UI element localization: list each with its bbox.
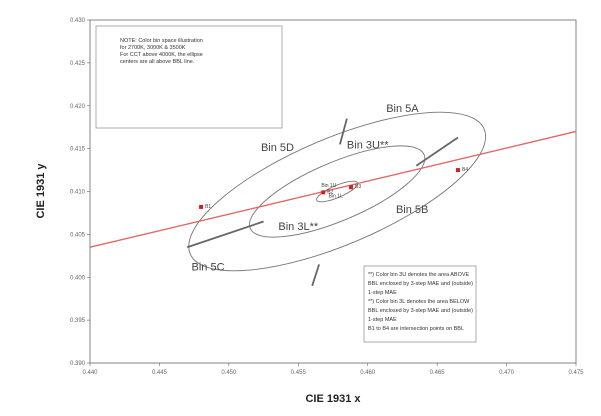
y-tick-label: 0.430 bbox=[70, 18, 86, 24]
y-tick-label: 0.390 bbox=[70, 361, 86, 367]
x-tick-label: 0.470 bbox=[499, 370, 515, 376]
x-axis-ticks: 0.440 0.445 0.450 0.455 0.460 0.465 0.470 0.475 bbox=[82, 363, 584, 376]
legend-line: BBL enclosed by 3-step MAE and (outside) bbox=[368, 308, 473, 314]
intersection-points: B1 B2 B3 B4 bbox=[199, 167, 468, 210]
x-axis-title: CIE 1931 x bbox=[305, 393, 361, 405]
x-tick-label: 0.445 bbox=[152, 370, 168, 376]
center-label: Bin 1L bbox=[329, 194, 343, 200]
x-tick-label: 0.460 bbox=[360, 370, 376, 376]
legend-line: 1-step MAE bbox=[368, 317, 397, 323]
ellipse-5-step bbox=[188, 111, 487, 272]
legend-line: **) Color bin 3U denotes the area ABOVE bbox=[368, 272, 470, 278]
note-line: for 2700K, 3000K & 3500K bbox=[120, 45, 186, 51]
note-line: For CCT above 4000K, the ellipse bbox=[120, 52, 203, 58]
note-line: centers are all above BBL line. bbox=[120, 59, 195, 65]
intersection-point-label: B3 bbox=[355, 184, 361, 190]
bin-dividers bbox=[186, 118, 459, 287]
y-tick-label: 0.420 bbox=[70, 104, 86, 110]
intersection-point bbox=[321, 190, 326, 195]
y-tick-label: 0.415 bbox=[70, 147, 86, 153]
center-label: Bin 1U bbox=[321, 183, 336, 189]
y-axis-title: CIE 1931 y bbox=[35, 163, 47, 219]
region-label: Bin 3U** bbox=[347, 140, 389, 152]
y-tick-label: 0.425 bbox=[70, 61, 86, 67]
bin-divider bbox=[311, 264, 320, 287]
intersection-point bbox=[349, 185, 354, 190]
bin-divider bbox=[186, 220, 264, 249]
bin-divider bbox=[339, 118, 348, 145]
region-label: Bin 3L** bbox=[278, 221, 318, 233]
legend-line: BBL enclosed by 3-step MAE and (outside) bbox=[368, 281, 473, 287]
region-label: Bin 5B bbox=[396, 204, 428, 216]
intersection-point-label: B4 bbox=[462, 167, 468, 173]
region-label: Bin 5A bbox=[386, 103, 419, 115]
legend-line: **) Color bin 3L denotes the area BELOW bbox=[368, 299, 470, 305]
x-tick-label: 0.440 bbox=[82, 370, 98, 376]
y-axis-ticks: 0.430 0.425 0.420 0.415 0.410 0.405 0.400 0.395… bbox=[70, 18, 90, 367]
note-box-frame bbox=[95, 25, 283, 129]
region-label: Bin 5D bbox=[261, 142, 294, 154]
y-tick-label: 0.400 bbox=[70, 275, 86, 281]
legend-line: 1-step MAE bbox=[368, 290, 397, 296]
intersection-point bbox=[199, 204, 204, 209]
region-label: Bin 5C bbox=[192, 261, 225, 273]
bbl-line-group bbox=[89, 130, 577, 248]
y-tick-label: 0.405 bbox=[70, 232, 86, 238]
x-tick-label: 0.450 bbox=[221, 370, 237, 376]
bin-divider bbox=[415, 136, 459, 167]
ellipse-3-step bbox=[249, 145, 426, 238]
y-tick-label: 0.395 bbox=[70, 318, 86, 324]
note-line: NOTE: Color bin space illustration bbox=[120, 38, 203, 44]
legend-box-frame bbox=[363, 265, 477, 343]
bbl-line bbox=[89, 130, 577, 248]
y-tick-label: 0.410 bbox=[70, 190, 86, 196]
intersection-point-label: B1 bbox=[205, 204, 211, 210]
x-tick-label: 0.475 bbox=[568, 370, 584, 376]
center-labels: Bin 1U Bin 1L bbox=[321, 183, 343, 199]
region-labels: Bin 5A Bin 5D Bin 3U** Bin 3L** Bin 5B Bin 5C bbox=[192, 103, 429, 274]
legend-line: B1 to B4 are intersection points on BBL bbox=[368, 326, 464, 332]
intersection-point-label: B2 bbox=[327, 189, 333, 195]
x-tick-label: 0.455 bbox=[291, 370, 307, 376]
x-tick-label: 0.465 bbox=[430, 370, 446, 376]
intersection-point bbox=[455, 168, 460, 173]
legend-box: **) Color bin 3U denotes the area ABOVE B… bbox=[363, 265, 477, 343]
